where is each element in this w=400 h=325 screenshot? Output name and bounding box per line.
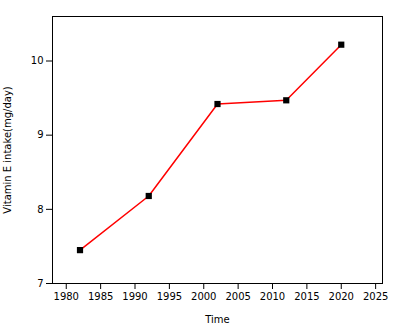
svg-text:8: 8: [37, 204, 43, 215]
svg-text:Vitamin E intake(mg/day): Vitamin E intake(mg/day): [2, 86, 13, 213]
svg-text:10: 10: [31, 55, 44, 66]
svg-text:1995: 1995: [157, 291, 182, 302]
svg-text:1985: 1985: [88, 291, 113, 302]
svg-text:2020: 2020: [329, 291, 354, 302]
svg-text:9: 9: [37, 129, 43, 140]
svg-text:2015: 2015: [294, 291, 319, 302]
svg-text:2005: 2005: [225, 291, 250, 302]
svg-text:1980: 1980: [54, 291, 79, 302]
svg-text:2010: 2010: [260, 291, 285, 302]
svg-text:1990: 1990: [122, 291, 147, 302]
svg-text:7: 7: [37, 278, 43, 289]
svg-text:2025: 2025: [363, 291, 388, 302]
svg-text:Time: Time: [204, 314, 229, 325]
svg-text:2000: 2000: [191, 291, 216, 302]
